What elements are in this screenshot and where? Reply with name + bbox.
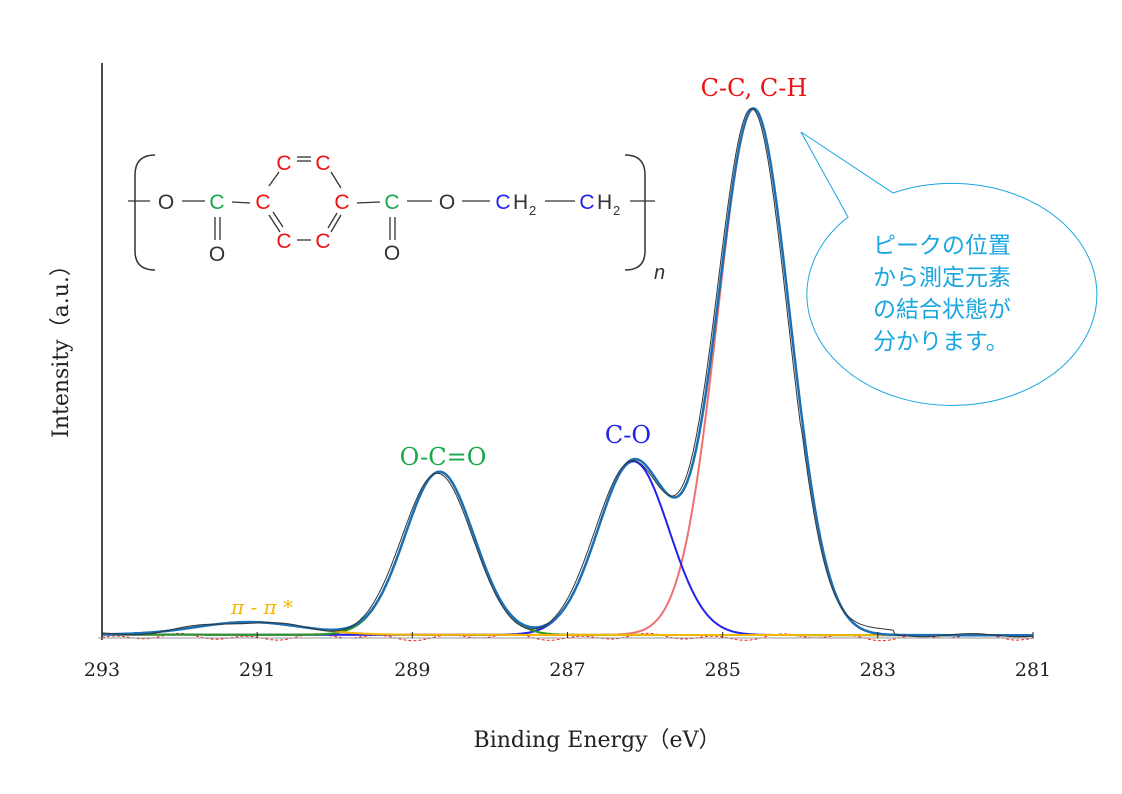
peak-labels: C-C, C-H C-O O-C=O π - π * bbox=[230, 74, 807, 619]
bond-line bbox=[330, 171, 342, 189]
measured-curve bbox=[102, 107, 1034, 638]
hydrogen-label: H bbox=[597, 191, 612, 214]
x-axis-label: Binding Energy（eV） bbox=[474, 728, 721, 753]
x-tick-label: 289 bbox=[394, 659, 430, 681]
subscript-2: 2 bbox=[613, 203, 620, 218]
bond-line bbox=[327, 212, 338, 229]
peak-label: C-C, C-H bbox=[701, 74, 808, 102]
axes: 293 291 289 287 285 283 281 bbox=[84, 63, 1051, 681]
atom-label: C bbox=[495, 191, 510, 214]
bond-line bbox=[356, 201, 381, 204]
x-tick-label: 283 bbox=[860, 659, 896, 681]
bond-line bbox=[231, 201, 251, 204]
bond-line bbox=[330, 214, 342, 233]
left-bracket bbox=[134, 154, 156, 271]
right-bracket bbox=[624, 154, 646, 271]
annotation-line: ピークの位置 bbox=[873, 232, 1011, 258]
speech-bubble-shape bbox=[800, 131, 1098, 406]
atom-label: C bbox=[579, 191, 594, 214]
atom-label: O bbox=[209, 243, 225, 266]
annotation-bubble bbox=[800, 131, 1098, 406]
peak-label: C-O bbox=[605, 421, 651, 449]
atom-label: C bbox=[334, 191, 349, 214]
atom-label: C bbox=[209, 191, 224, 214]
atom-label: C bbox=[276, 152, 291, 175]
annotation-line: から測定元素 bbox=[873, 264, 1011, 290]
atom-label: C bbox=[255, 191, 270, 214]
annotation-line: 分かります。 bbox=[873, 328, 1009, 354]
x-tick-label: 293 bbox=[84, 659, 120, 681]
repeat-n: n bbox=[654, 262, 665, 284]
bond-line bbox=[272, 211, 284, 228]
x-tick-label: 281 bbox=[1015, 659, 1051, 681]
atom-label: C bbox=[276, 230, 291, 253]
atom-label: C bbox=[384, 191, 399, 214]
atom-label: O bbox=[158, 191, 174, 214]
atom-label: C bbox=[315, 230, 330, 253]
hydrogen-label: H bbox=[513, 191, 528, 214]
atom-label: C bbox=[315, 152, 330, 175]
annotation-line: の結合状態が bbox=[873, 296, 1011, 322]
atom-label: O bbox=[439, 191, 455, 214]
bond-line bbox=[268, 171, 280, 187]
bond-line bbox=[268, 214, 281, 233]
atom-label: O bbox=[384, 242, 400, 265]
y-axis-label: Intensity（a.u.） bbox=[49, 254, 74, 438]
subscript-2: 2 bbox=[529, 203, 536, 218]
x-tick-label: 285 bbox=[705, 659, 741, 681]
peak-label: O-C=O bbox=[400, 443, 487, 471]
peak-label: π - π * bbox=[230, 595, 293, 619]
x-tick-label: 287 bbox=[549, 659, 585, 681]
x-tick-label: 291 bbox=[239, 659, 275, 681]
